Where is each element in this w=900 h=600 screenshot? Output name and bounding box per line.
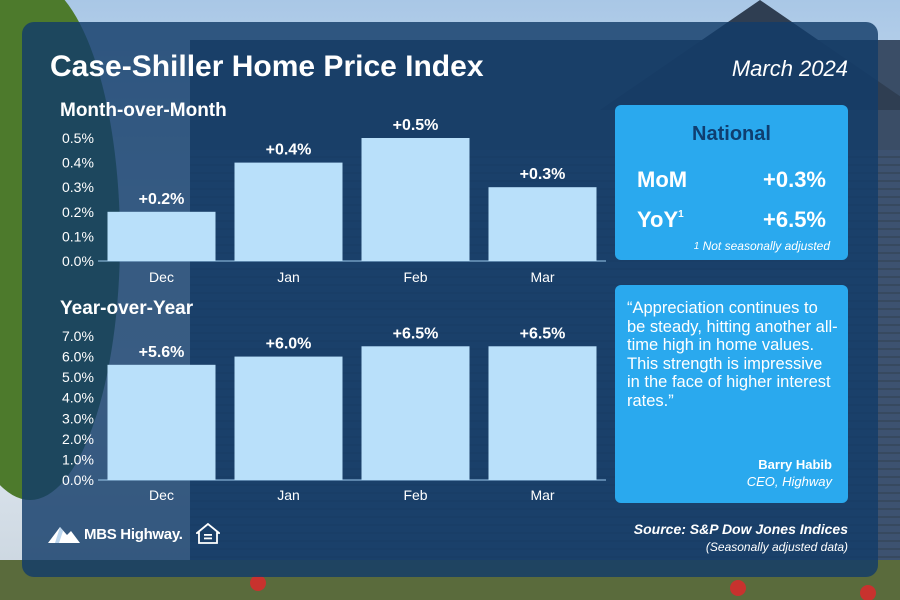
yoy-bar-chart: 0.0% 1.0% 2.0% 3.0% 4.0% 5.0% 6.0% 7.0% +5.6% Dec…	[62, 325, 606, 503]
source-citation: Source: S&P Dow Jones Indices	[633, 521, 848, 537]
y-tick-label: 0.2%	[62, 204, 94, 220]
page-title: Case-Shiller Home Price Index	[50, 50, 484, 83]
data-label: +0.3%	[520, 166, 566, 183]
y-tick-label: 4.0%	[62, 390, 94, 406]
bar	[488, 346, 597, 480]
national-title: National	[692, 123, 771, 145]
yoy-footnote-marker: 1	[678, 209, 684, 220]
bar	[107, 364, 216, 480]
category-label: Feb	[403, 487, 427, 503]
y-tick-label: 7.0%	[62, 328, 94, 344]
y-tick-label: 0.0%	[62, 472, 94, 488]
yoy-value: +6.5%	[763, 207, 826, 232]
quote-text: “Appreciation continues to be steady, hi…	[627, 299, 838, 410]
category-label: Mar	[530, 487, 554, 503]
category-label: Dec	[149, 487, 174, 503]
bar	[234, 162, 343, 261]
mountain-logo-icon	[48, 527, 80, 543]
data-label: +6.0%	[266, 336, 312, 353]
mbs-highway-logo: MBS Highway.	[48, 525, 183, 543]
data-label: +0.5%	[393, 117, 439, 134]
y-tick-label: 0.5%	[62, 130, 94, 146]
equal-housing-icon	[196, 522, 220, 544]
category-label: Dec	[149, 269, 174, 285]
mom-label: MoM	[637, 167, 688, 192]
category-label: Jan	[277, 487, 300, 503]
data-label: +6.5%	[520, 325, 566, 342]
yoy-chart-title: Year-over-Year	[60, 298, 194, 319]
bar	[107, 211, 216, 261]
bar	[361, 138, 470, 261]
mom-chart-title: Month-over-Month	[60, 100, 227, 121]
footnote: 1 Not seasonally adjusted	[693, 239, 830, 253]
y-tick-label: 3.0%	[62, 410, 94, 426]
category-label: Mar	[530, 269, 554, 285]
logo-brand-text: MBS Highway.	[84, 525, 183, 543]
national-summary-box: National MoM +0.3% YoY1 +6.5% 1 Not seas…	[615, 105, 848, 260]
flower	[730, 580, 746, 596]
data-label: +0.4%	[266, 142, 312, 159]
y-tick-label: 2.0%	[62, 431, 94, 447]
bar	[361, 346, 470, 480]
quote-author: Barry Habib	[758, 457, 832, 472]
bar	[488, 187, 597, 261]
y-tick-label: 0.0%	[62, 253, 94, 269]
mom-bar-chart: 0.0% 0.1% 0.2% 0.3% 0.4% 0.5% +0.2% Dec +0.4% Jan…	[62, 117, 606, 285]
data-label: +0.2%	[139, 191, 185, 208]
mom-value: +0.3%	[763, 167, 826, 192]
data-label: +5.6%	[139, 344, 185, 361]
y-tick-label: 6.0%	[62, 349, 94, 365]
flower	[860, 585, 876, 600]
bar	[234, 356, 343, 480]
report-date: March 2024	[731, 56, 848, 81]
category-label: Jan	[277, 269, 300, 285]
data-label: +6.5%	[393, 325, 439, 342]
quote-box: “Appreciation continues to be steady, hi…	[615, 285, 848, 503]
quote-author-role: CEO, Highway	[746, 474, 832, 489]
category-label: Feb	[403, 269, 427, 285]
y-tick-label: 1.0%	[62, 451, 94, 467]
y-tick-label: 0.4%	[62, 155, 94, 171]
source-note: (Seasonally adjusted data)	[705, 540, 848, 554]
flower	[250, 575, 266, 591]
y-tick-label: 0.1%	[62, 228, 94, 244]
y-tick-label: 0.3%	[62, 179, 94, 195]
yoy-label: YoY1	[637, 207, 684, 232]
y-tick-label: 5.0%	[62, 369, 94, 385]
